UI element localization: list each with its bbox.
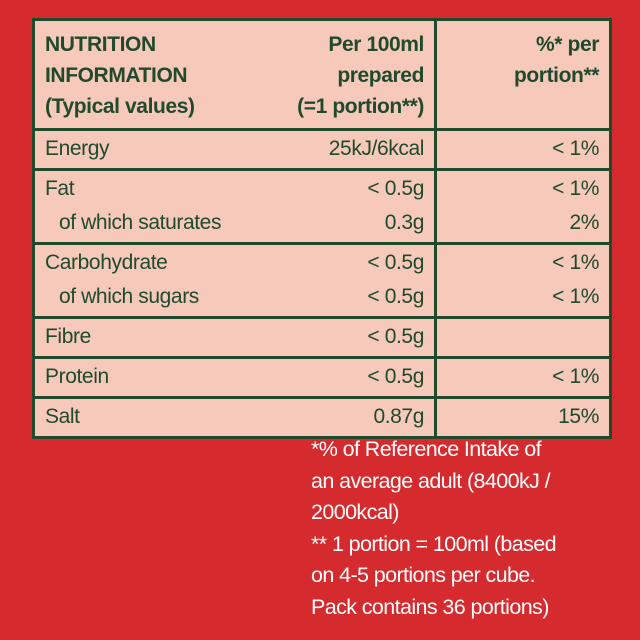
footnote-line: on 4-5 portions per cube.	[311, 563, 536, 587]
header-cell: NUTRITION INFORMATION (Typical values)	[32, 18, 254, 131]
value-cell: 0.87g	[254, 396, 436, 439]
value-cell: < 0.5g < 0.5g	[254, 242, 436, 319]
label: Fat	[45, 177, 75, 200]
per-100ml: < 0.5g	[367, 325, 424, 348]
footnote-line: 2000kcal)	[311, 500, 399, 524]
nutrient-row: Fat of which saturates < 0.5g 0.3g < 1% 2%	[32, 168, 612, 245]
label: Salt	[45, 405, 80, 428]
blank	[447, 320, 599, 354]
value-cell: < 0.5g	[254, 316, 436, 359]
label: Energy	[45, 137, 110, 160]
value-cell: 25kJ/6kcal	[254, 128, 436, 171]
nutrition-table: NUTRITION INFORMATION (Typical values) Per …	[32, 18, 612, 439]
footnote-line: Pack contains 36 portions)	[311, 594, 549, 619]
per-100ml: 0.87g	[373, 405, 424, 428]
percent: 2%	[569, 211, 599, 234]
name-cell: Salt	[32, 396, 254, 439]
percent-cell: 15%	[434, 396, 612, 439]
percent: 15%	[558, 405, 599, 428]
header-row: NUTRITION INFORMATION (Typical values) Per …	[32, 18, 612, 131]
name-cell: Protein	[32, 356, 254, 399]
percent: < 1%	[552, 285, 599, 308]
nutrient-row: Salt 0.87g 15%	[32, 396, 612, 439]
per-100ml: < 0.5g	[367, 285, 424, 308]
header-text: prepared	[337, 64, 424, 87]
name-cell: Fat of which saturates	[32, 168, 254, 245]
percent: < 1%	[552, 251, 599, 274]
value-cell: < 0.5g	[254, 356, 436, 399]
per-100ml: < 0.5g	[367, 177, 424, 200]
header-cell: Per 100ml prepared (=1 portion**)	[254, 18, 436, 131]
label: Carbohydrate	[45, 251, 168, 274]
header-text: Per 100ml	[328, 33, 424, 56]
percent-cell: < 1%	[434, 128, 612, 171]
label: Fibre	[45, 325, 91, 348]
header-text: (=1 portion**)	[297, 95, 424, 118]
nutrient-row: Protein < 0.5g < 1%	[32, 356, 612, 399]
label: of which sugars	[59, 285, 199, 308]
percent-cell	[434, 316, 612, 359]
footnotes: *% of Reference Intake of an average adul…	[311, 434, 557, 623]
footnote-line: an average adult (8400kJ /	[311, 468, 551, 493]
header-text: %* per	[536, 33, 599, 56]
header-text: INFORMATION	[45, 64, 188, 87]
name-cell: Fibre	[32, 316, 254, 359]
nutrient-row: Fibre < 0.5g	[32, 316, 612, 359]
footnote-line: ** 1 portion = 100ml (based	[311, 531, 557, 556]
per-100ml: 25kJ/6kcal	[328, 137, 425, 160]
label: Protein	[45, 365, 109, 388]
header-text: portion**	[513, 64, 599, 87]
percent-cell: < 1% 2%	[434, 168, 612, 245]
footnote-line: *% of Reference Intake of	[311, 437, 542, 461]
percent-cell: < 1% < 1%	[434, 242, 612, 319]
per-100ml: < 0.5g	[367, 251, 424, 274]
percent: < 1%	[552, 137, 599, 160]
percent-cell: < 1%	[434, 356, 612, 399]
header-cell: %* per portion**	[434, 18, 612, 131]
percent: < 1%	[552, 365, 599, 388]
per-100ml: 0.3g	[384, 211, 425, 234]
header-text: (Typical values)	[45, 95, 195, 118]
label: of which saturates	[59, 211, 222, 234]
value-cell: < 0.5g 0.3g	[254, 168, 436, 245]
percent: < 1%	[552, 177, 599, 200]
table-body: NUTRITION INFORMATION (Typical values) Per …	[32, 18, 612, 439]
name-cell: Energy	[32, 128, 254, 171]
nutrient-row: Carbohydrate of which sugars < 0.5g < 0.5g <…	[32, 242, 612, 319]
name-cell: Carbohydrate of which sugars	[32, 242, 254, 319]
header-text: NUTRITION	[45, 33, 156, 56]
per-100ml: < 0.5g	[367, 365, 424, 388]
nutrient-row: Energy 25kJ/6kcal < 1%	[32, 128, 612, 171]
